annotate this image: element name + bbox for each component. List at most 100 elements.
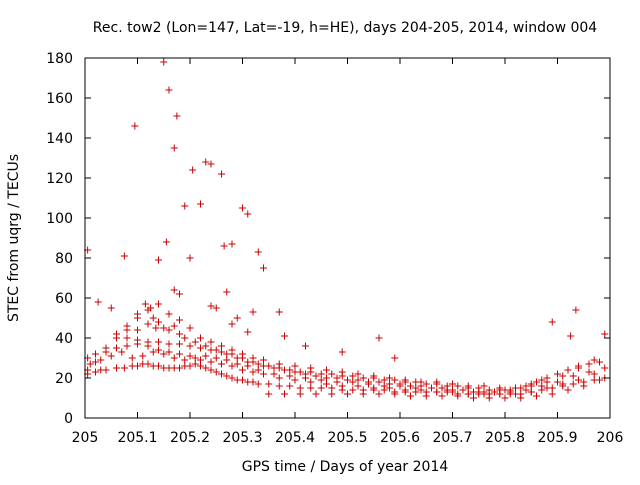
data-point <box>548 390 556 398</box>
data-point <box>191 360 199 368</box>
data-point <box>449 380 456 388</box>
x-tick-label: 205.8 <box>485 430 525 446</box>
data-point <box>228 240 236 248</box>
data-point <box>433 378 441 386</box>
data-point <box>165 310 173 318</box>
data-point <box>354 370 362 378</box>
data-point <box>186 342 194 350</box>
data-point <box>391 390 399 398</box>
data-point <box>207 338 215 346</box>
data-point <box>401 386 409 394</box>
data-point <box>123 334 131 342</box>
data-point <box>113 344 120 352</box>
x-tick-label: 205.7 <box>432 430 472 446</box>
data-point <box>147 304 155 312</box>
data-point <box>307 384 315 392</box>
data-point <box>113 334 120 342</box>
y-tick-label: 180 <box>46 51 73 67</box>
x-tick-label: 205.1 <box>117 430 157 446</box>
data-point <box>197 200 204 208</box>
data-point <box>328 390 336 398</box>
data-point <box>176 316 183 324</box>
data-point <box>575 364 582 372</box>
data-point <box>249 308 257 316</box>
data-point <box>454 382 462 390</box>
data-point <box>207 358 215 366</box>
data-point <box>572 306 580 314</box>
data-point <box>207 160 215 168</box>
data-point <box>181 356 189 364</box>
data-point <box>543 378 551 386</box>
data-point <box>417 386 425 394</box>
data-point <box>443 386 451 394</box>
data-point <box>601 330 609 338</box>
data-point <box>527 382 535 390</box>
data-point <box>323 366 330 374</box>
data-point <box>548 318 556 326</box>
data-point <box>202 158 210 166</box>
data-point <box>102 344 110 352</box>
data-point <box>312 372 320 380</box>
data-point <box>120 364 128 372</box>
data-point <box>170 144 178 152</box>
data-point <box>244 210 252 218</box>
x-tick-label: 205.5 <box>327 430 367 446</box>
data-point <box>380 376 388 384</box>
data-point <box>302 374 309 382</box>
data-point <box>223 356 231 364</box>
data-point <box>338 382 346 390</box>
data-point <box>223 350 231 358</box>
data-point <box>228 320 236 328</box>
data-point <box>212 368 220 376</box>
data-point <box>375 378 383 386</box>
data-point <box>407 392 414 400</box>
data-point <box>92 358 99 366</box>
data-point <box>522 386 530 394</box>
data-point <box>202 352 210 360</box>
data-point <box>291 362 299 370</box>
data-point <box>559 372 567 380</box>
data-point <box>254 380 262 388</box>
data-point <box>149 348 157 356</box>
y-tick-label: 80 <box>55 251 73 267</box>
data-point <box>113 364 120 372</box>
data-point <box>344 390 351 398</box>
x-tick-label: 206 <box>597 430 624 446</box>
data-point <box>165 348 173 356</box>
data-point <box>323 374 330 382</box>
data-point <box>120 252 128 260</box>
data-point <box>239 204 246 212</box>
data-point <box>370 384 378 392</box>
y-tick-label: 20 <box>55 371 73 387</box>
data-point <box>359 390 367 398</box>
data-point <box>218 370 225 378</box>
y-tick-label: 120 <box>46 171 73 187</box>
data-point <box>165 86 173 94</box>
data-point <box>281 390 288 398</box>
x-axis: 205 205.1 205.2 205.3 205.4 205.5 205.6 205.7 20… <box>72 58 624 446</box>
data-point <box>152 324 160 332</box>
data-point <box>585 360 593 368</box>
data-point <box>218 342 225 350</box>
data-point <box>233 354 241 362</box>
data-point <box>585 368 593 376</box>
data-point <box>144 342 152 350</box>
data-point <box>249 378 257 386</box>
data-point <box>144 360 152 368</box>
data-point <box>94 298 102 306</box>
data-point <box>291 376 299 384</box>
y-tick-label: 60 <box>55 291 73 307</box>
data-point <box>317 384 325 392</box>
chart-title: Rec. tow2 (Lon=147, Lat=-19, h=HE), days… <box>93 20 597 36</box>
data-point <box>191 338 199 346</box>
data-point <box>391 354 399 362</box>
data-point <box>375 334 383 342</box>
data-point <box>223 372 231 380</box>
data-point <box>449 388 456 396</box>
x-tick-label: 205.6 <box>380 430 420 446</box>
data-point <box>220 242 228 250</box>
data-point <box>485 386 493 394</box>
series-4 <box>86 348 609 396</box>
data-point <box>207 366 215 374</box>
